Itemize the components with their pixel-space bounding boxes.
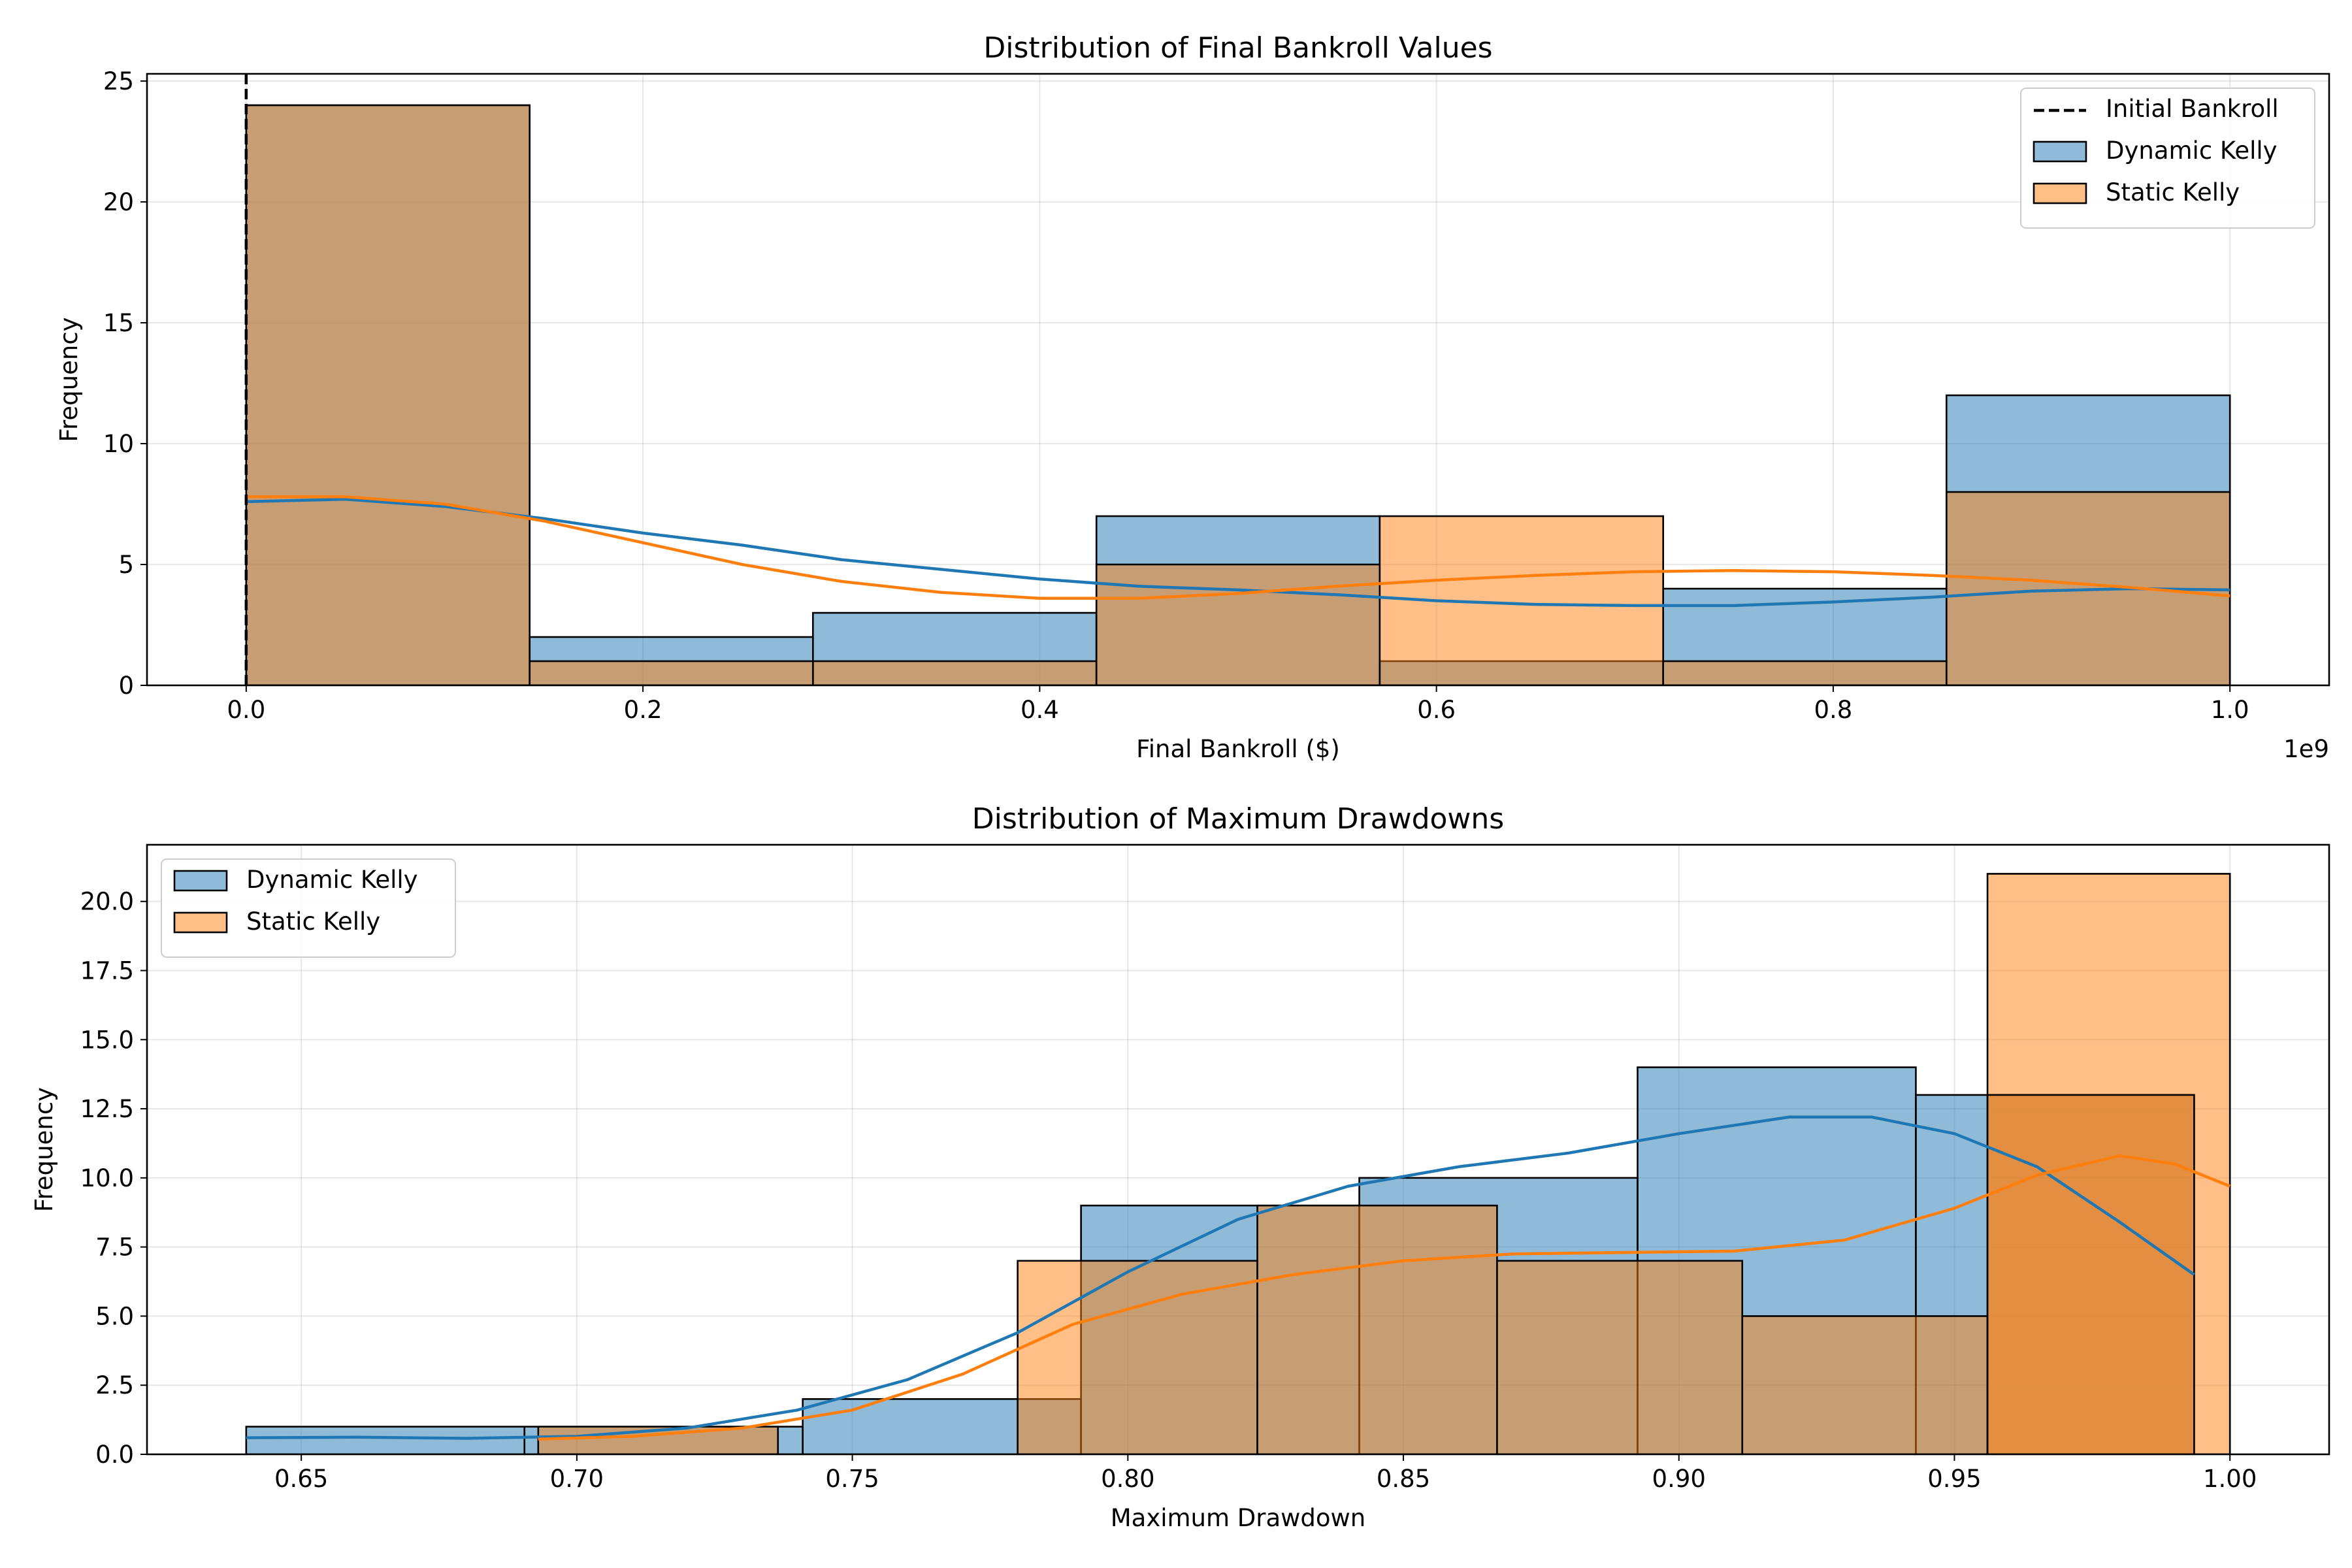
- legend-label: Dynamic Kelly: [2106, 137, 2278, 165]
- y-tick-label: 5.0: [95, 1302, 134, 1330]
- legend-patch-swatch: [2033, 182, 2087, 204]
- chart-panel-1: 0.0 0.2 0.4 0.6 0.8 1.0 0 5 10 15 20 25 Distribution…: [55, 31, 2330, 763]
- x-tick-label: 0.80: [1101, 1465, 1154, 1493]
- x-tick-label: 0.85: [1377, 1465, 1430, 1493]
- x-axis-label: Maximum Drawdown: [1111, 1504, 1366, 1532]
- x-tick-label: 0.90: [1652, 1465, 1706, 1493]
- y-tick-label: 17.5: [80, 957, 134, 985]
- x-tick-label: 1.0: [2211, 696, 2249, 724]
- x-offset-label: 1e9: [2283, 735, 2329, 763]
- legend: Initial Bankroll Dynamic Kelly Static Kell…: [2020, 88, 2315, 229]
- chart-title: Distribution of Final Bankroll Values: [983, 31, 1492, 65]
- legend: Dynamic Kelly Static Kelly: [161, 858, 456, 958]
- kde-line: [538, 1154, 2231, 1441]
- histogram-bar: [1496, 1260, 1744, 1454]
- plot-area: [245, 873, 2231, 1454]
- y-tick-label: 5: [118, 551, 134, 579]
- series-static-kelly: [1986, 1094, 2195, 1454]
- chart-panel-2: 0.65 0.70 0.75 0.80 0.85 0.90 0.95 1.00 0.0 2.5 5.…: [30, 802, 2330, 1532]
- legend-label: Initial Bankroll: [2106, 95, 2279, 123]
- legend-patch-swatch: [173, 870, 228, 892]
- x-tick-label: 0.70: [550, 1465, 604, 1493]
- y-tick-label: 0.0: [95, 1441, 134, 1469]
- legend-label: Static Kelly: [246, 907, 380, 936]
- legend-frame: [161, 858, 456, 958]
- histogram-bar: [537, 1426, 779, 1454]
- x-tick-label: 0.65: [274, 1465, 328, 1493]
- legend-patch-swatch: [2033, 140, 2087, 163]
- histogram-bar: [1095, 563, 1381, 685]
- histogram-bar: [529, 660, 814, 685]
- series-static-kelly: [245, 104, 2231, 685]
- series-static-kelly: [537, 873, 2231, 1454]
- histogram-bar: [812, 660, 1098, 685]
- y-tick-label: 15.0: [80, 1026, 134, 1054]
- y-axis-label: Frequency: [30, 1087, 58, 1212]
- histogram-bar: [1662, 660, 1948, 685]
- histogram-bar: [245, 1426, 526, 1454]
- y-tick-label: 10: [103, 430, 134, 458]
- legend-label: Static Kelly: [2106, 178, 2240, 206]
- kde-line: [246, 1115, 2195, 1440]
- y-tick-label: 10.0: [80, 1164, 134, 1192]
- x-tick-label: 0.75: [825, 1465, 879, 1493]
- x-tick-label: 0.0: [227, 696, 265, 724]
- y-axis-label: Frequency: [55, 317, 83, 442]
- histogram-bar: [1017, 1260, 1258, 1454]
- chart-title: Distribution of Maximum Drawdowns: [972, 802, 1504, 836]
- x-tick-label: 0.2: [624, 696, 662, 724]
- plot-area: [244, 74, 2231, 685]
- histogram-bar: [1986, 1094, 2195, 1454]
- y-tick-label: 7.5: [95, 1233, 134, 1262]
- legend-label: Dynamic Kelly: [246, 866, 418, 894]
- x-tick-label: 0.95: [1927, 1465, 1981, 1493]
- histogram-bar: [245, 104, 531, 685]
- histogram-bar: [1256, 1204, 1498, 1454]
- kde-line: [246, 495, 2230, 600]
- y-tick-label: 20.0: [80, 888, 134, 916]
- x-axis-label: Final Bankroll ($): [1136, 735, 1340, 763]
- kde-line: [246, 497, 2230, 608]
- x-tick-label: 0.8: [1814, 696, 1852, 724]
- y-tick-label: 0: [118, 672, 134, 700]
- legend-frame: [2020, 88, 2315, 229]
- axes-frame: [146, 843, 2330, 1456]
- y-tick-label: 25: [103, 67, 134, 95]
- x-tick-label: 1.00: [2203, 1465, 2257, 1493]
- histogram-bar: [1741, 1315, 1989, 1454]
- y-tick-label: 15: [103, 309, 134, 337]
- y-tick-label: 2.5: [95, 1371, 134, 1399]
- y-tick-label: 20: [103, 188, 134, 216]
- x-tick-label: 0.4: [1021, 696, 1059, 724]
- y-tick-label: 12.5: [80, 1095, 134, 1123]
- x-tick-label: 0.6: [1417, 696, 1456, 724]
- axes-frame: [146, 73, 2330, 687]
- legend-patch-swatch: [173, 911, 228, 934]
